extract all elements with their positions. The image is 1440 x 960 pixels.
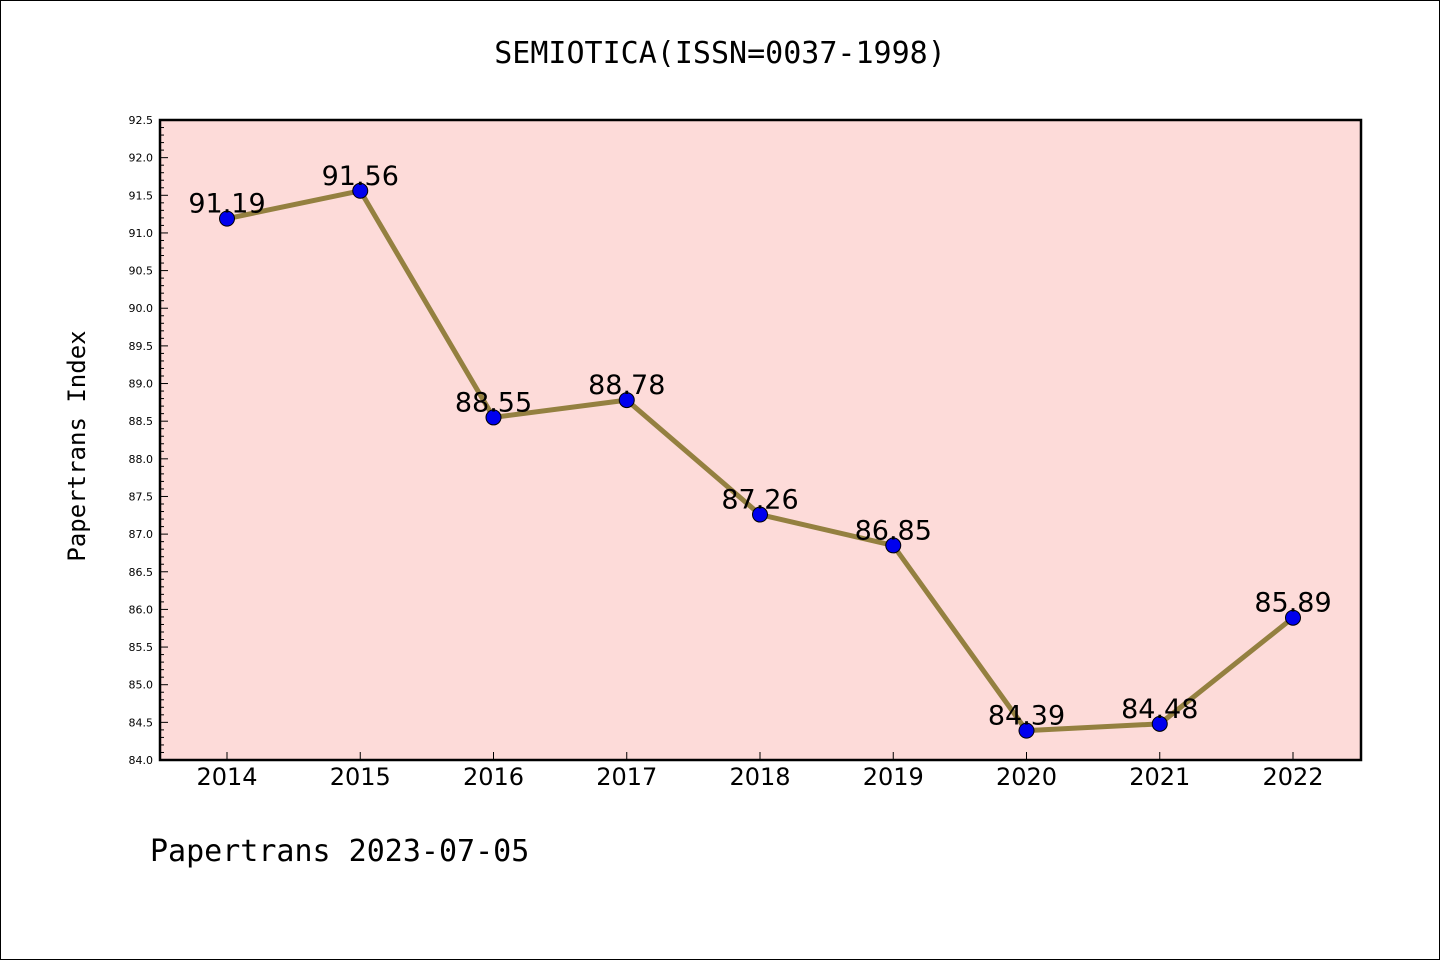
data-point — [618, 392, 635, 409]
x-tick-label: 2015 — [330, 763, 391, 791]
data-point — [885, 537, 902, 554]
x-tick-label: 2019 — [863, 763, 924, 791]
x-tick-label: 2017 — [596, 763, 657, 791]
y-tick-label: 87.0 — [129, 528, 154, 541]
x-tick-label: 2021 — [1129, 763, 1190, 791]
data-label: 91.56 — [322, 161, 399, 192]
y-tick-label: 86.5 — [129, 566, 154, 579]
data-label: 84.48 — [1121, 694, 1198, 725]
chart-title: SEMIOTICA(ISSN=0037-1998) — [494, 36, 946, 71]
data-label: 86.85 — [855, 515, 932, 546]
data-label: 85.89 — [1254, 588, 1331, 619]
data-point — [219, 210, 235, 227]
y-tick-label: 85.0 — [129, 679, 154, 692]
y-tick-label: 92.5 — [129, 114, 154, 127]
data-label: 84.39 — [988, 701, 1065, 732]
data-point — [1018, 722, 1035, 739]
data-point — [485, 409, 502, 426]
y-tick-label: 91.0 — [129, 227, 154, 240]
y-tick-label: 84.0 — [129, 754, 154, 767]
y-tick-label: 92.0 — [129, 152, 154, 165]
y-tick-label: 88.5 — [129, 415, 154, 428]
data-point — [752, 506, 768, 523]
data-label: 88.78 — [588, 370, 665, 401]
y-tick-label: 89.5 — [129, 340, 154, 353]
y-tick-label: 87.5 — [129, 490, 154, 503]
plot-area — [158, 118, 1363, 762]
y-axis-label: Papertrans Index — [63, 330, 91, 561]
y-tick-label: 88.0 — [129, 453, 154, 466]
x-tick-label: 2018 — [729, 763, 790, 791]
x-tick-label: 2014 — [196, 763, 257, 791]
y-tick-label: 85.5 — [129, 641, 154, 654]
y-tick-label: 89.0 — [129, 378, 154, 391]
y-tick-label: 91.5 — [129, 189, 154, 202]
y-tick-label: 90.0 — [129, 302, 154, 315]
y-tick-label: 90.5 — [129, 265, 154, 278]
data-label: 88.55 — [455, 387, 532, 418]
x-axis: 2014 2015 2016 2017 2018 2019 2020 2021 2022 — [196, 752, 1324, 791]
series-line-group: 91.19 91.56 88.55 88.78 87.26 86.85 84.39 84.48… — [188, 161, 1332, 739]
footer-text: Papertrans 2023-07-05 — [150, 834, 530, 869]
y-axis: 84.0 84.5 85.0 85.5 86.0 86.5 87.0 87.5 88.0 88.5… — [129, 114, 168, 767]
x-tick-label: 2022 — [1262, 763, 1323, 791]
data-point — [352, 182, 369, 199]
data-label: 91.19 — [188, 189, 265, 220]
data-point — [1151, 715, 1168, 732]
data-label: 87.26 — [721, 485, 798, 516]
y-tick-label: 86.0 — [129, 603, 154, 616]
data-point — [1285, 609, 1301, 626]
x-tick-label: 2020 — [996, 763, 1057, 791]
y-tick-label: 84.5 — [129, 716, 154, 729]
x-tick-label: 2016 — [463, 763, 524, 791]
